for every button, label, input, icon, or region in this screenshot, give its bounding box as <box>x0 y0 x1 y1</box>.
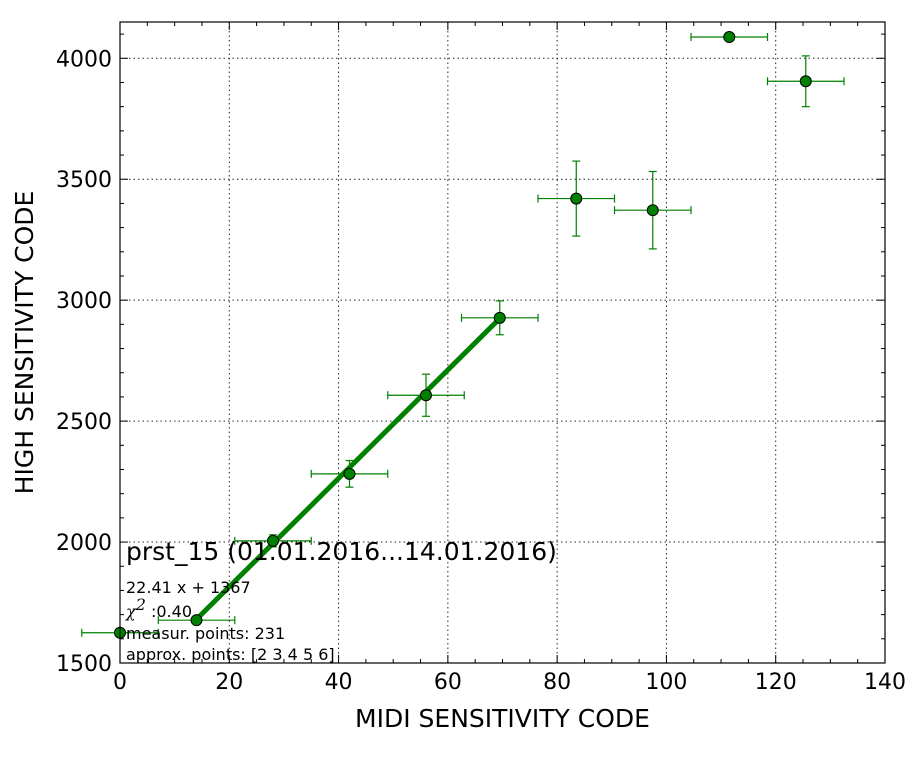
x-tick-label: 140 <box>864 670 906 695</box>
y-axis-label: HIGH SENSITIVITY CODE <box>10 191 39 495</box>
x-tick-label: 60 <box>434 670 462 695</box>
y-tick-label: 1500 <box>56 652 112 677</box>
y-tick-label: 2500 <box>56 410 112 435</box>
annotation-approx-points: approx. points: [2 3 4 5 6] <box>126 645 335 664</box>
chi-value: :0.40 <box>146 602 192 621</box>
annotation-chi-square: χ2 :0.40 <box>125 595 192 621</box>
x-axis-label: MIDI SENSITIVITY CODE <box>355 704 650 733</box>
data-point <box>570 192 583 205</box>
x-tick-label: 100 <box>645 670 687 695</box>
y-tick-label: 2000 <box>56 531 112 556</box>
axis-ticks <box>119 22 886 664</box>
data-point <box>646 204 659 217</box>
x-tick-label: 20 <box>215 670 243 695</box>
x-tick-label: 0 <box>113 670 127 695</box>
y-tick-label: 3500 <box>56 168 112 193</box>
data-point <box>723 30 736 43</box>
data-point <box>420 389 432 402</box>
data-point <box>190 614 203 627</box>
plot-frame <box>119 21 886 664</box>
data-point <box>343 467 356 480</box>
chi-symbol: χ <box>125 602 137 621</box>
x-tick-label: 120 <box>755 670 797 695</box>
x-tick-label: 40 <box>325 670 353 695</box>
data-point <box>267 534 279 547</box>
annotation-block: prst_15 (01.01.2016...14.01.2016) 22.41 … <box>125 537 557 664</box>
grid-lines <box>119 22 886 664</box>
annotation-equation: 22.41 x + 1367 <box>126 578 251 597</box>
x-tick-labels: 0 20 40 60 80 100 120 140 <box>113 670 906 695</box>
y-tick-label: 3000 <box>56 289 112 314</box>
y-tick-labels: 1500 2000 2500 3000 3500 4000 <box>56 47 112 677</box>
data-point <box>799 75 812 88</box>
x-tick-label: 80 <box>543 670 571 695</box>
chi-superscript: 2 <box>135 595 146 614</box>
annotation-header: prst_15 (01.01.2016...14.01.2016) <box>126 537 557 566</box>
annotation-measur-points: measur. points: 231 <box>126 624 285 643</box>
y-tick-label: 4000 <box>56 47 112 72</box>
data-point <box>493 311 506 324</box>
